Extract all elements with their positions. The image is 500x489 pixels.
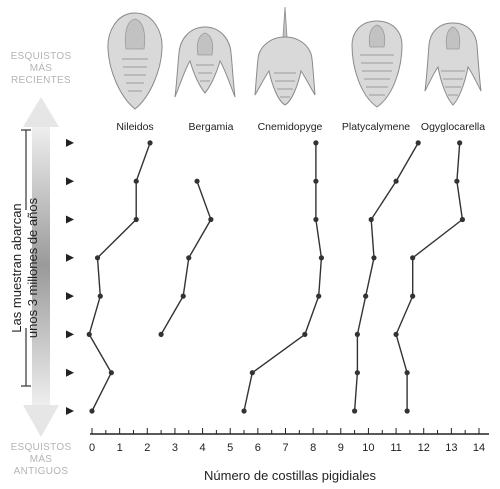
x-tick-label: 1 (117, 442, 123, 454)
data-point-platycalymene (363, 293, 369, 299)
x-tick-label: 9 (338, 442, 344, 454)
series-line-platycalymene (353, 142, 419, 412)
data-point-ogyglocarella (404, 408, 410, 414)
trilobite-bergamia-icon (174, 5, 236, 120)
genus-label-cnemidopyge: Cnemidopyge (257, 121, 323, 133)
data-point-nileidos (97, 293, 103, 299)
time-arrow (23, 97, 59, 437)
data-point-bergamia (186, 255, 192, 261)
x-tick-label: 13 (445, 442, 457, 454)
triangle-marker-icon (66, 330, 74, 339)
trilobite-cnemidopyge-icon (254, 5, 316, 120)
triangle-marker-icon (66, 253, 74, 262)
x-tick-label: 2 (144, 442, 150, 454)
data-point-cnemidopyge (313, 140, 319, 146)
x-axis-title: Número de costillas pigidiales (204, 468, 376, 483)
data-point-bergamia (208, 216, 214, 223)
data-point-ogyglocarella (404, 370, 410, 376)
data-point-ogyglocarella (459, 216, 466, 223)
sample-markers (66, 138, 74, 415)
x-axis: 0 1 2 3 4 5 6 7 8 9 10 11 12 13 14 (89, 428, 489, 454)
triangle-marker-icon (66, 215, 74, 224)
data-point-nileidos (89, 408, 95, 414)
data-point-cnemidopyge (313, 178, 319, 184)
triangle-marker-icon (66, 138, 74, 147)
data-point-platycalymene (354, 331, 360, 337)
time-arrow-shaft (32, 127, 50, 405)
time-arrow-up-head (23, 97, 59, 127)
data-point-nileidos (147, 140, 153, 146)
trilobite-ogyglocarella-icon (422, 5, 484, 120)
series-line-cnemidopyge (243, 142, 323, 412)
data-point-nileidos (133, 178, 139, 184)
triangle-marker-icon (66, 292, 74, 301)
series-lines (86, 140, 466, 414)
data-point-platycalymene (352, 408, 358, 414)
data-point-ogyglocarella (454, 178, 460, 184)
data-point-cnemidopyge (318, 255, 325, 261)
data-point-platycalymene (393, 178, 399, 184)
data-point-platycalymene (371, 255, 377, 261)
data-point-nileidos (133, 216, 139, 223)
series-line-bergamia (160, 180, 212, 335)
trilobite-platycalymene-icon (346, 5, 408, 120)
data-point-ogyglocarella (393, 331, 399, 337)
x-tick-label: 8 (310, 442, 316, 454)
data-point-nileidos (86, 331, 92, 337)
older-shale-label: ESQUISTOS MÁS ANTIGUOS (10, 442, 72, 477)
data-point-cnemidopyge (313, 216, 319, 223)
data-point-bergamia (194, 178, 200, 184)
time-span-label: Las muestran abarcan unos 3 millones de a… (9, 197, 40, 339)
x-tick-label: 3 (172, 442, 178, 454)
x-tick-label: 12 (418, 442, 430, 454)
newer-shale-label: ESQUISTOS MÁS RECIENTES (10, 51, 72, 86)
data-point-cnemidopyge (302, 331, 308, 337)
x-tick-label: 0 (89, 442, 95, 454)
genus-label-bergamia: Bergamia (188, 121, 234, 133)
span-bracket (21, 129, 31, 387)
genus-label-ogyglocarella: Ogyglocarella (420, 121, 486, 133)
data-point-cnemidopyge (316, 293, 322, 299)
x-tick-label: 6 (255, 442, 261, 454)
data-point-nileidos (94, 255, 101, 261)
x-tick-label: 7 (282, 442, 288, 454)
x-tick-label: 14 (473, 442, 485, 454)
series-line-nileidos (88, 142, 151, 412)
data-point-platycalymene (368, 216, 374, 223)
data-point-bergamia (180, 293, 186, 299)
triangle-marker-icon (66, 177, 74, 186)
data-point-bergamia (158, 331, 164, 337)
genus-label-platycalymene: Platycalymene (341, 121, 411, 133)
data-point-ogyglocarella (457, 140, 463, 146)
data-point-cnemidopyge (241, 408, 247, 414)
genus-label-nileidos: Nileidos (116, 121, 154, 133)
data-point-cnemidopyge (249, 370, 255, 376)
series-line-ogyglocarella (395, 142, 464, 411)
x-tick-label: 11 (390, 442, 401, 454)
data-point-platycalymene (354, 370, 360, 376)
trilobite-nileidos-icon (104, 5, 166, 120)
x-tick-label: 4 (200, 442, 206, 454)
data-point-ogyglocarella (410, 293, 416, 299)
triangle-marker-icon (66, 407, 74, 415)
time-arrow-down-head (23, 405, 59, 437)
data-point-platycalymene (415, 140, 421, 146)
x-tick-label: 5 (227, 442, 233, 454)
data-point-ogyglocarella (410, 255, 416, 261)
triangle-marker-icon (66, 368, 74, 377)
x-tick-label: 10 (362, 442, 374, 454)
data-point-nileidos (108, 370, 114, 376)
